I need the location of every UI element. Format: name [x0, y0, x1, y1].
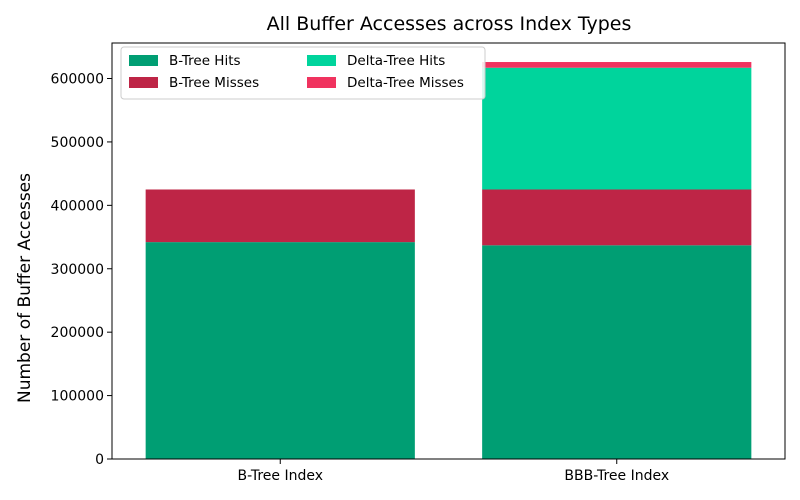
bar-b-tree-hits-2	[482, 245, 752, 459]
axes-layer: B-Tree Index BBB-Tree Index 0 100000 200000 3…	[51, 42, 786, 484]
legend-label-b-tree-misses: B-Tree Misses	[169, 75, 259, 91]
legend-frame	[120, 46, 486, 100]
legend-label-b-tree-hits: B-Tree Hits	[169, 53, 241, 69]
y-tick-label: 100000	[51, 389, 104, 405]
legend-swatch-delta-tree-misses	[307, 77, 336, 88]
bars-layer	[145, 62, 752, 459]
legend-swatch-b-tree-misses	[129, 77, 158, 88]
y-axis-label: Number of Buffer Accesses	[15, 173, 35, 403]
legend-label-delta-tree-misses: Delta-Tree Misses	[347, 75, 464, 91]
chart-title: All Buffer Accesses across Index Types	[267, 13, 632, 35]
legend-swatch-b-tree-hits	[129, 55, 158, 66]
y-tick-label: 400000	[51, 198, 104, 214]
legend-label-delta-tree-hits: Delta-Tree Hits	[347, 53, 445, 69]
y-tick-label: 600000	[51, 72, 104, 88]
y-tick-label: 200000	[51, 325, 104, 341]
bar-delta-tree-hits-2	[482, 67, 752, 190]
x-tick-label: B-Tree Index	[237, 468, 323, 484]
y-tick-label: 300000	[51, 262, 104, 278]
legend-swatch-delta-tree-hits	[307, 55, 336, 66]
x-tick-label: BBB-Tree Index	[564, 468, 669, 484]
plot-frame	[111, 42, 786, 460]
bar-delta-tree-misses-2	[482, 62, 752, 68]
y-tick-label: 0	[95, 452, 104, 468]
legend: B-Tree Hits B-Tree Misses Delta-Tree Hits D…	[120, 46, 486, 100]
bar-b-tree-hits-1	[145, 242, 415, 459]
bar-b-tree-misses-1	[145, 189, 415, 243]
bar-b-tree-misses-2	[482, 189, 752, 246]
y-tick-label: 500000	[51, 135, 104, 151]
